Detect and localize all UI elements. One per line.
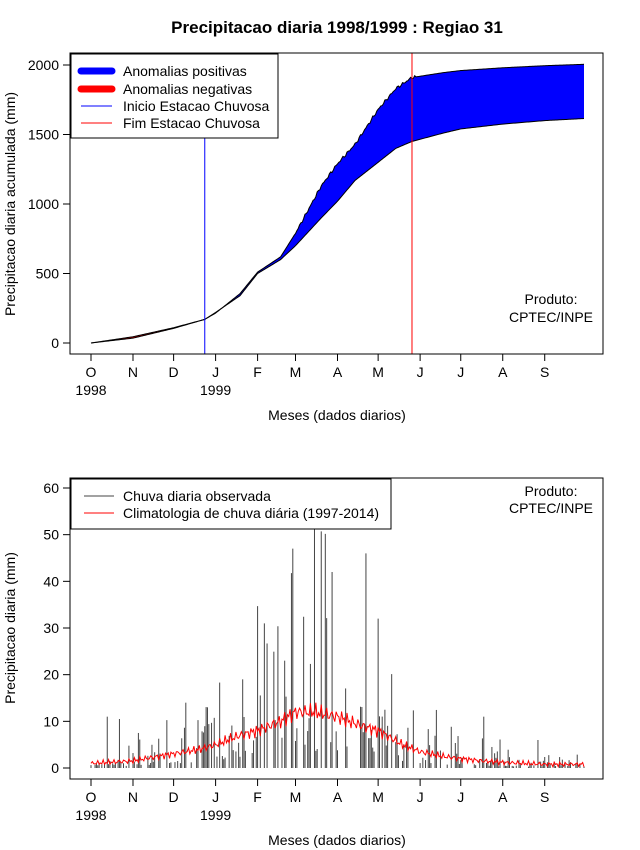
y-tick-label: 0 (51, 335, 59, 351)
daily-chart: O N D J F M A M J J A S 1998 1999 0 10 20 30 40 50 60 Preci… (2, 477, 604, 848)
y-axis-label: Precipitacao diaria acumulada (mm) (2, 92, 18, 316)
x-tick-label: O (86, 364, 97, 380)
x-tick-label: J (457, 789, 464, 805)
x-year-label: 1999 (200, 807, 231, 823)
x-tick-label: M (372, 789, 384, 805)
y-tick-label: 60 (43, 480, 59, 496)
y-tick-label: 500 (36, 266, 60, 282)
x-tick-label: F (253, 789, 262, 805)
chart-title: Precipitacao diaria 1998/1999 : Regiao 3… (171, 18, 503, 37)
x-tick-label: N (128, 789, 138, 805)
y-tick-label: 20 (43, 667, 59, 683)
legend: Chuva diaria observada Climatologia de c… (70, 478, 392, 530)
observed-cumulative-line (90, 63, 585, 344)
cumulative-chart: O N D J F M A M J J A S 1998 1999 0 500 1000 1500 2000 Pr… (2, 52, 604, 423)
annotation-line-1: Produto: (525, 483, 578, 499)
y-tick-label: 2000 (28, 57, 59, 73)
x-tick-label: J (457, 364, 464, 380)
negative-anomaly-area (91, 319, 205, 343)
annotation-line-1: Produto: (525, 291, 578, 307)
x-year-label: 1999 (200, 382, 231, 398)
y-tick-label: 1500 (28, 127, 59, 143)
legend-label-climatology: Climatologia de chuva diária (1997-2014) (123, 505, 379, 521)
y-tick-label: 50 (43, 527, 59, 543)
x-axis-label: Meses (dados diarios) (268, 832, 406, 848)
positive-anomaly-area (221, 64, 584, 309)
legend-box (70, 478, 392, 530)
x-tick-label: D (169, 789, 179, 805)
x-tick-label: F (253, 364, 262, 380)
climatology-cumulative-line (90, 118, 585, 344)
legend-label-positive: Anomalias positivas (123, 63, 247, 79)
x-tick-label: N (128, 364, 138, 380)
x-tick-label: M (290, 789, 302, 805)
y-axis: 0 10 20 30 40 50 60 (43, 480, 71, 776)
y-axis: 0 500 1000 1500 2000 (28, 57, 71, 351)
y-tick-label: 30 (43, 620, 59, 636)
x-tick-label: J (212, 364, 219, 380)
x-tick-label: O (86, 789, 97, 805)
x-tick-label: J (417, 364, 424, 380)
x-tick-label: A (333, 789, 343, 805)
x-tick-label: A (333, 364, 343, 380)
legend-label-start: Inicio Estacao Chuvosa (123, 98, 270, 114)
x-tick-label: A (498, 364, 508, 380)
y-tick-label: 0 (51, 760, 59, 776)
y-tick-label: 10 (43, 713, 59, 729)
x-tick-label: J (417, 789, 424, 805)
annotation-line-2: CPTEC/INPE (509, 500, 593, 516)
cumulative-lines (90, 53, 585, 354)
legend-label-observed: Chuva diaria observada (123, 488, 271, 504)
annotation-line-2: CPTEC/INPE (509, 309, 593, 325)
x-tick-label: M (372, 364, 384, 380)
x-tick-label: J (212, 789, 219, 805)
x-axis-label: Meses (dados diarios) (268, 407, 406, 423)
x-year-label: 1998 (75, 382, 106, 398)
x-tick-label: S (540, 364, 549, 380)
x-tick-label: D (169, 364, 179, 380)
x-tick-label: M (290, 364, 302, 380)
daily-bars (90, 520, 585, 768)
legend-label-end: Fim Estacao Chuvosa (123, 115, 260, 131)
x-axis: O N D J F M A M J J A S 1998 1999 (75, 353, 549, 398)
climatology-line (90, 702, 585, 769)
y-tick-label: 40 (43, 573, 59, 589)
x-tick-label: S (540, 789, 549, 805)
climatology-daily-line (90, 702, 585, 769)
legend-label-negative: Anomalias negativas (123, 81, 252, 97)
legend: Anomalias positivas Anomalias negativas … (70, 53, 279, 139)
y-axis-label: Precipitacao diaria (mm) (2, 552, 18, 704)
x-axis: O N D J F M A M J J A S 1998 1999 (75, 778, 549, 823)
x-tick-label: A (498, 789, 508, 805)
x-year-label: 1998 (75, 807, 106, 823)
y-tick-label: 1000 (28, 196, 59, 212)
